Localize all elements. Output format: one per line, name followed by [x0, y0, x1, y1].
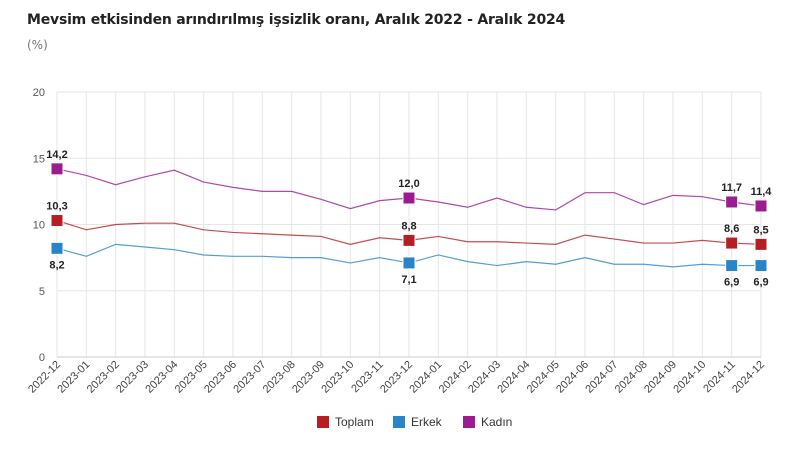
x-tick-label: 2024-12: [730, 359, 767, 396]
y-tick-label: 0: [39, 352, 45, 364]
data-label: 8,5: [753, 224, 768, 236]
legend-label: Toplam: [335, 415, 374, 429]
data-label: 8,2: [49, 259, 64, 271]
data-label: 14,2: [46, 149, 67, 161]
chart-title: Mevsim etkisinden arındırılmış işsizlik …: [27, 12, 566, 28]
data-label: 12,0: [398, 178, 419, 190]
data-point-marker: [725, 195, 739, 209]
legend-marker-kadın: [463, 416, 475, 428]
data-point-marker: [754, 199, 768, 213]
legend-label: Erkek: [411, 415, 443, 429]
x-tick-label: 2024-10: [671, 359, 708, 396]
y-tick-label: 15: [33, 153, 45, 165]
legend-marker-erkek: [393, 416, 405, 428]
data-point-marker: [402, 191, 416, 205]
data-point-marker: [754, 237, 768, 251]
y-tick-label: 10: [33, 220, 45, 232]
data-label: 6,9: [724, 277, 739, 289]
data-point-marker: [754, 259, 768, 273]
chart-unit: (%): [27, 38, 48, 52]
legend-label: Kadın: [481, 415, 512, 429]
data-label: 11,7: [721, 182, 742, 194]
data-point-marker: [402, 256, 416, 270]
data-label: 6,9: [753, 277, 768, 289]
data-label: 8,8: [401, 220, 416, 232]
data-label: 7,1: [401, 274, 416, 286]
data-point-marker: [725, 236, 739, 250]
y-tick-label: 5: [39, 286, 45, 298]
data-point-marker: [402, 233, 416, 247]
legend-marker-toplam: [317, 416, 329, 428]
data-label: 8,6: [724, 223, 739, 235]
x-tick-label: 2023-10: [319, 359, 356, 396]
data-label: 10,3: [46, 201, 67, 213]
y-tick-label: 20: [33, 87, 45, 99]
data-point-marker: [50, 214, 64, 228]
data-label: 11,4: [751, 186, 773, 198]
data-point-marker: [725, 259, 739, 273]
data-point-marker: [50, 162, 64, 176]
data-point-marker: [50, 241, 64, 255]
